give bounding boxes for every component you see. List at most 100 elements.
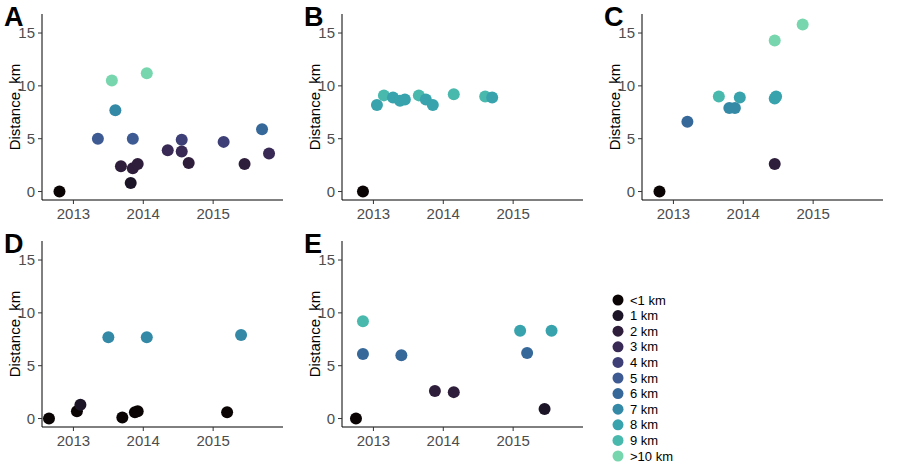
y-tick-label: 10 [618, 77, 635, 94]
legend-label: 8 km [630, 417, 658, 432]
y-tick [38, 418, 42, 419]
x-tick-label: 2015 [196, 205, 229, 222]
y-axis-line [42, 14, 43, 200]
point [132, 405, 144, 417]
point [769, 158, 781, 170]
y-tick-label: 10 [18, 304, 35, 321]
x-tick [73, 200, 74, 204]
y-tick [338, 85, 342, 86]
point [797, 19, 809, 31]
y-axis-line [342, 14, 343, 200]
point [132, 158, 144, 170]
y-tick-label: 0 [27, 183, 35, 200]
point [53, 186, 65, 198]
y-tick-label: 5 [627, 130, 635, 147]
x-tick-label: 2015 [496, 432, 529, 449]
point [713, 90, 725, 102]
point [521, 347, 533, 359]
legend: <1 km1 km2 km3 km4 km5 km6 km7 km8 km9 k… [613, 293, 674, 464]
y-tick-label: 5 [327, 357, 335, 374]
point [116, 411, 128, 423]
y-tick-label: 15 [18, 24, 35, 41]
y-tick-label: 10 [18, 77, 35, 94]
point [448, 88, 460, 100]
y-tick [38, 138, 42, 139]
y-tick [638, 33, 642, 34]
legend-label: 6 km [630, 386, 658, 401]
legend-label: 4 km [630, 355, 658, 370]
point [427, 99, 439, 111]
x-tick [813, 200, 814, 204]
point [106, 75, 118, 87]
y-tick [38, 312, 42, 313]
panel: EDistance, km051015201320142015 [304, 229, 583, 449]
point [653, 186, 665, 198]
x-tick [673, 200, 674, 204]
x-tick [513, 427, 514, 431]
y-tick [338, 138, 342, 139]
panel: DDistance, km051015201320142015 [4, 229, 283, 449]
y-tick-label: 0 [327, 183, 335, 200]
point [183, 157, 195, 169]
y-tick-label: 10 [318, 304, 335, 321]
x-tick [443, 427, 444, 431]
legend-label: 2 km [630, 324, 658, 339]
point [221, 406, 233, 418]
x-tick-label: 2014 [727, 205, 760, 222]
x-tick [513, 200, 514, 204]
x-tick-label: 2014 [427, 205, 460, 222]
point [141, 67, 153, 79]
x-tick-label: 2015 [796, 205, 829, 222]
y-tick [638, 138, 642, 139]
y-tick-label: 5 [27, 130, 35, 147]
x-tick [743, 200, 744, 204]
point [92, 133, 104, 145]
point [429, 385, 441, 397]
point [681, 116, 693, 128]
x-axis-line [42, 200, 283, 201]
y-tick [638, 85, 642, 86]
point [769, 34, 781, 46]
y-tick [38, 85, 42, 86]
x-tick-label: 2013 [357, 432, 390, 449]
point [357, 315, 369, 327]
point [256, 123, 268, 135]
y-tick [38, 260, 42, 261]
legend-swatch [613, 388, 624, 399]
x-tick [213, 427, 214, 431]
point [125, 177, 137, 189]
y-tick-label: 0 [327, 410, 335, 427]
y-tick [338, 312, 342, 313]
point [109, 104, 121, 116]
legend-swatch [613, 404, 624, 415]
marks [357, 88, 498, 197]
legend-swatch [613, 326, 624, 337]
x-tick-label: 2014 [127, 205, 160, 222]
point [357, 186, 369, 198]
y-tick-label: 15 [618, 24, 635, 41]
point [539, 403, 551, 415]
legend-label: 9 km [630, 433, 658, 448]
x-tick [73, 427, 74, 431]
y-tick [338, 33, 342, 34]
point [546, 325, 558, 337]
legend-label: >10 km [630, 449, 673, 464]
x-tick-label: 2015 [196, 432, 229, 449]
y-tick-label: 0 [27, 410, 35, 427]
y-tick [638, 191, 642, 192]
y-tick-label: 15 [18, 251, 35, 268]
x-tick [143, 427, 144, 431]
point [448, 386, 460, 398]
x-tick-label: 2013 [657, 205, 690, 222]
point [514, 325, 526, 337]
legend-label: 1 km [630, 308, 658, 323]
y-tick [38, 365, 42, 366]
point [176, 134, 188, 146]
point [141, 331, 153, 343]
y-tick-label: 10 [318, 77, 335, 94]
x-axis-line [342, 200, 583, 201]
legend-swatch [613, 357, 624, 368]
x-tick-label: 2014 [427, 432, 460, 449]
y-axis-line [42, 241, 43, 427]
point [486, 91, 498, 103]
